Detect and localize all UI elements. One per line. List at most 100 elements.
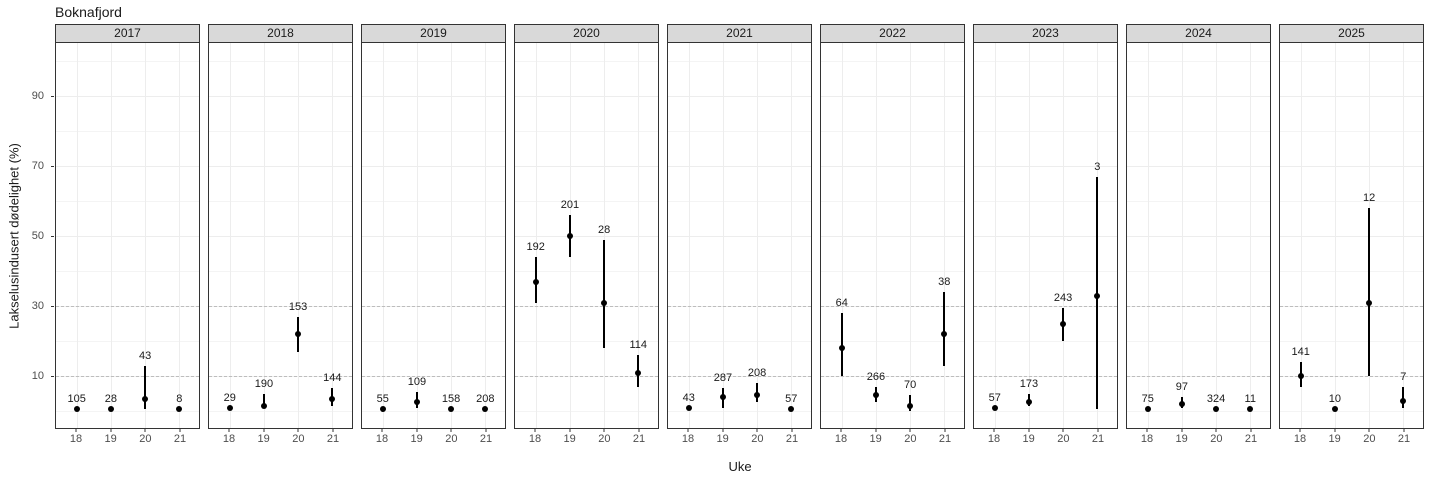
gridline-h [56, 341, 199, 342]
x-tick-label: 19 [1022, 433, 1035, 445]
x-tick-mark [75, 429, 77, 432]
facet-panel-2021: 2021 43 287 208 57 18 19 20 21 [667, 24, 812, 449]
gridline-h [515, 166, 658, 167]
x-axis-title: Uke [728, 459, 752, 474]
x-tick-label: 20 [1210, 433, 1223, 445]
gridline-h [515, 96, 658, 97]
error-bar [840, 313, 843, 376]
gridline-h [1280, 201, 1423, 202]
threshold-line [362, 376, 505, 377]
x-tick-mark [110, 429, 112, 432]
plot-area: 105 28 43 8 [55, 43, 200, 429]
data-point [260, 402, 267, 409]
count-label: 29 [223, 391, 236, 404]
gridline-h [209, 236, 352, 237]
x-tick-mark [144, 429, 146, 432]
gridline-v [1181, 43, 1183, 428]
gridline-v [76, 43, 78, 428]
gridline-h [1280, 271, 1423, 272]
data-point [448, 406, 455, 413]
data-point [329, 395, 336, 402]
x-tick-label: 21 [785, 433, 799, 445]
x-tick-label: 19 [716, 433, 729, 445]
facet-panel-2020: 2020 192 201 28 114 18 19 20 21 [514, 24, 659, 449]
gridline-h [1280, 61, 1423, 62]
x-tick-mark [569, 429, 571, 432]
x-tick-mark [875, 429, 877, 432]
x-tick-mark [228, 429, 230, 432]
count-label: 10 [1328, 393, 1342, 406]
x-tick-label: 20 [292, 433, 305, 445]
gridline-h [821, 201, 964, 202]
facet-strip: 2022 [820, 24, 965, 43]
count-label: 243 [1053, 291, 1073, 304]
x-axis-row: 18 19 20 21 [208, 429, 353, 449]
data-point [1213, 406, 1220, 413]
y-tick-label: 50 [31, 230, 44, 242]
x-tick-label: 19 [869, 433, 882, 445]
gridline-v [944, 43, 946, 428]
threshold-line [821, 376, 964, 377]
x-tick-mark [1146, 429, 1148, 432]
error-bar [1368, 208, 1371, 376]
x-tick-label: 18 [375, 433, 389, 445]
gridline-v [229, 43, 231, 428]
gridline-v [332, 43, 334, 428]
x-tick-mark [1403, 429, 1405, 432]
facet-panel-2018: 2018 29 190 153 144 18 19 20 21 [208, 24, 353, 449]
x-axis-row: 18 19 20 21 [820, 429, 965, 449]
gridline-v [1028, 43, 1030, 428]
x-tick-mark [1097, 429, 1099, 432]
gridline-h [515, 201, 658, 202]
y-tick-label: 10 [31, 370, 44, 382]
gridline-h [362, 61, 505, 62]
gridline-h [821, 341, 964, 342]
data-point [838, 345, 845, 351]
gridline-h [362, 236, 505, 237]
gridline-v [1147, 43, 1149, 428]
gridline-h [1280, 166, 1423, 167]
count-label: 324 [1206, 393, 1226, 406]
data-point [1025, 399, 1032, 406]
facet-panel-2019: 2019 55 109 158 208 18 19 20 21 [361, 24, 506, 449]
gridline-h [668, 131, 811, 132]
x-tick-mark [687, 429, 689, 432]
data-point [788, 406, 795, 413]
plot-area: 64 266 70 38 [820, 43, 965, 429]
gridline-h [56, 166, 199, 167]
count-label: 109 [407, 375, 427, 388]
gridline-h [362, 201, 505, 202]
error-bar [603, 239, 606, 348]
gridline-v [485, 43, 487, 428]
gridline-h [1280, 411, 1423, 412]
count-label: 57 [988, 391, 1001, 404]
gridline-h [362, 341, 505, 342]
x-tick-mark [450, 429, 452, 432]
count-label: 153 [288, 300, 308, 313]
data-point [413, 399, 420, 406]
count-label: 43 [138, 349, 152, 362]
x-tick-label: 20 [598, 433, 611, 445]
plot-area: 57 173 243 3 [973, 43, 1118, 429]
gridline-h [515, 411, 658, 412]
data-point [142, 395, 149, 402]
gridline-h [515, 236, 658, 237]
x-tick-label: 20 [445, 433, 458, 445]
gridline-v [875, 43, 877, 428]
x-axis-row: 18 19 20 21 [973, 429, 1118, 449]
x-tick-label: 18 [1140, 433, 1154, 445]
data-point [907, 402, 914, 409]
plot-area: 55 109 158 208 [361, 43, 506, 429]
gridline-h [1127, 341, 1270, 342]
threshold-line [1127, 306, 1270, 307]
gridline-h [1280, 96, 1423, 97]
gridline-h [974, 131, 1117, 132]
x-tick-mark [1215, 429, 1217, 432]
gridline-v [145, 43, 147, 428]
count-label: 141 [1291, 346, 1310, 358]
gridline-h [821, 131, 964, 132]
gridline-h [974, 236, 1117, 237]
x-tick-mark [791, 429, 793, 432]
facet-strip: 2020 [514, 24, 659, 43]
gridline-h [56, 131, 199, 132]
